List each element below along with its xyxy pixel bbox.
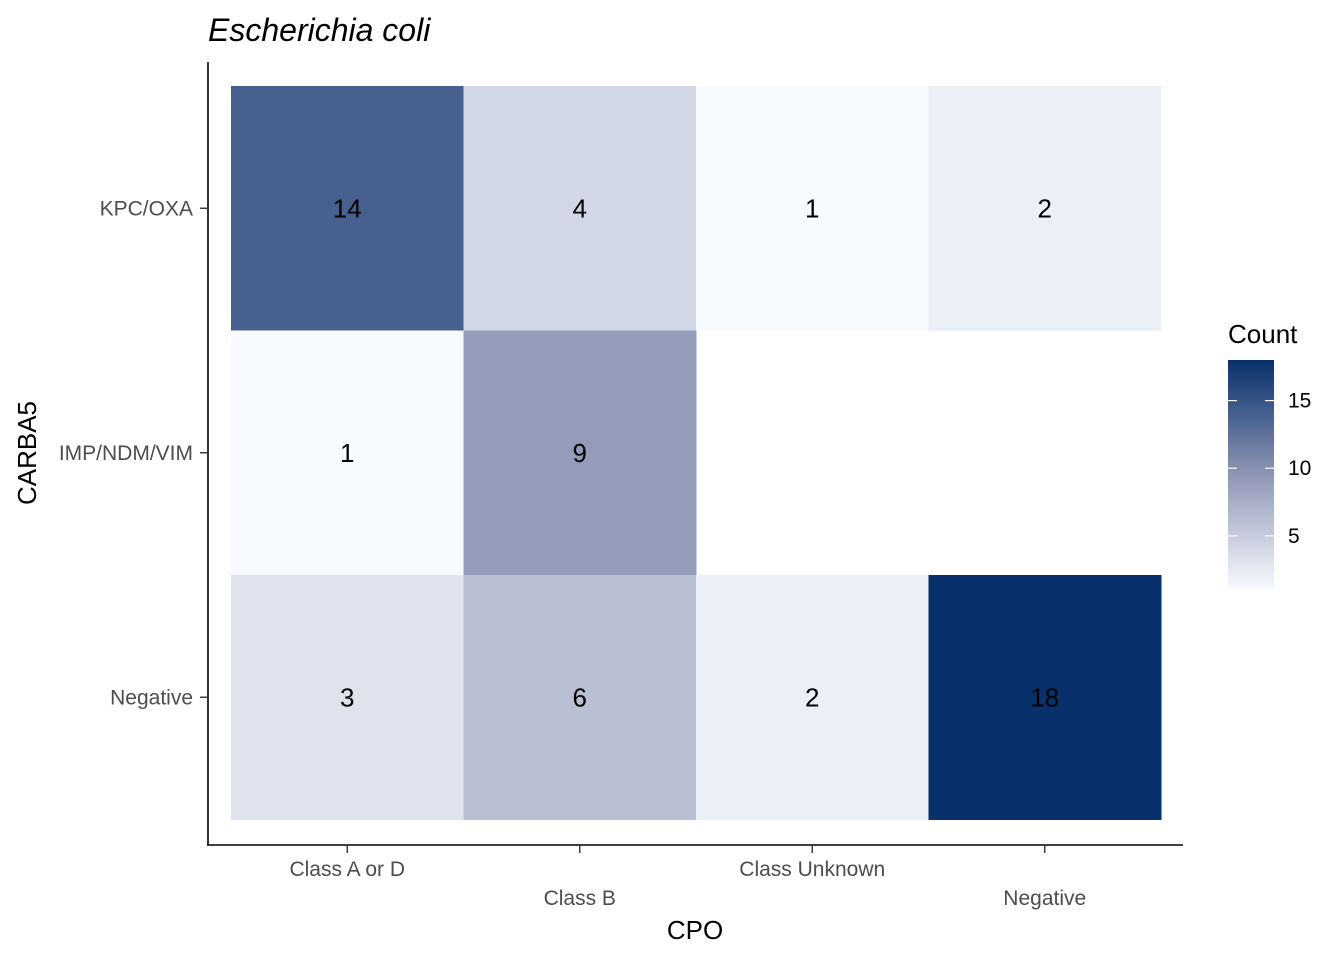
cell-value-label: 18	[1030, 682, 1059, 712]
x-axis-title: CPO	[667, 915, 723, 945]
chart-title: Escherichia coli	[208, 12, 431, 48]
heatmap-cell	[231, 575, 464, 820]
heatmap-cell	[696, 86, 929, 331]
cell-value-label: 6	[573, 682, 587, 712]
y-axis-title: CARBA5	[12, 401, 42, 505]
heatmap-cell	[231, 86, 464, 331]
heatmap-cell	[463, 330, 697, 576]
legend-tick-label: 5	[1288, 525, 1300, 548]
cell-value-label: 4	[573, 193, 587, 223]
y-tick-label: IMP/NDM/VIM	[59, 442, 193, 465]
heatmap-cell	[928, 575, 1162, 820]
cell-labels: 14 4 1 2 1 9 3 6 2 18	[333, 193, 1059, 712]
heatmap-cells	[231, 86, 1162, 820]
cell-value-label: 3	[340, 682, 354, 712]
legend-colorbar	[1228, 360, 1274, 590]
heatmap-cell	[928, 86, 1162, 331]
y-tick-label: Negative	[110, 686, 193, 709]
x-tick-label: Class A or D	[289, 858, 405, 881]
x-axis-ticks: Class A or D Class B Class Unknown Negative	[289, 845, 1086, 910]
x-tick-label: Class B	[544, 887, 616, 910]
x-tick-label: Negative	[1003, 887, 1086, 910]
x-tick-label: Class Unknown	[739, 858, 885, 881]
legend: Count 5 10 15	[1228, 319, 1311, 590]
cell-value-label: 2	[1038, 193, 1052, 223]
cell-value-label: 1	[805, 193, 819, 223]
cell-value-label: 1	[340, 438, 354, 468]
legend-tick-label: 15	[1288, 390, 1311, 413]
heatmap-cell	[463, 86, 697, 331]
legend-title: Count	[1228, 319, 1298, 349]
cell-value-label: 9	[573, 438, 587, 468]
y-axis-ticks: KPC/OXA IMP/NDM/VIM Negative	[59, 197, 208, 709]
heatmap-cell	[696, 575, 929, 820]
heatmap-cell	[463, 575, 697, 820]
legend-ticks: 5 10 15	[1228, 390, 1311, 548]
cell-value-label: 14	[333, 193, 362, 223]
y-tick-label: KPC/OXA	[100, 197, 193, 220]
heatmap-cell	[231, 330, 464, 576]
legend-tick-label: 10	[1288, 457, 1311, 480]
cell-value-label: 2	[805, 682, 819, 712]
